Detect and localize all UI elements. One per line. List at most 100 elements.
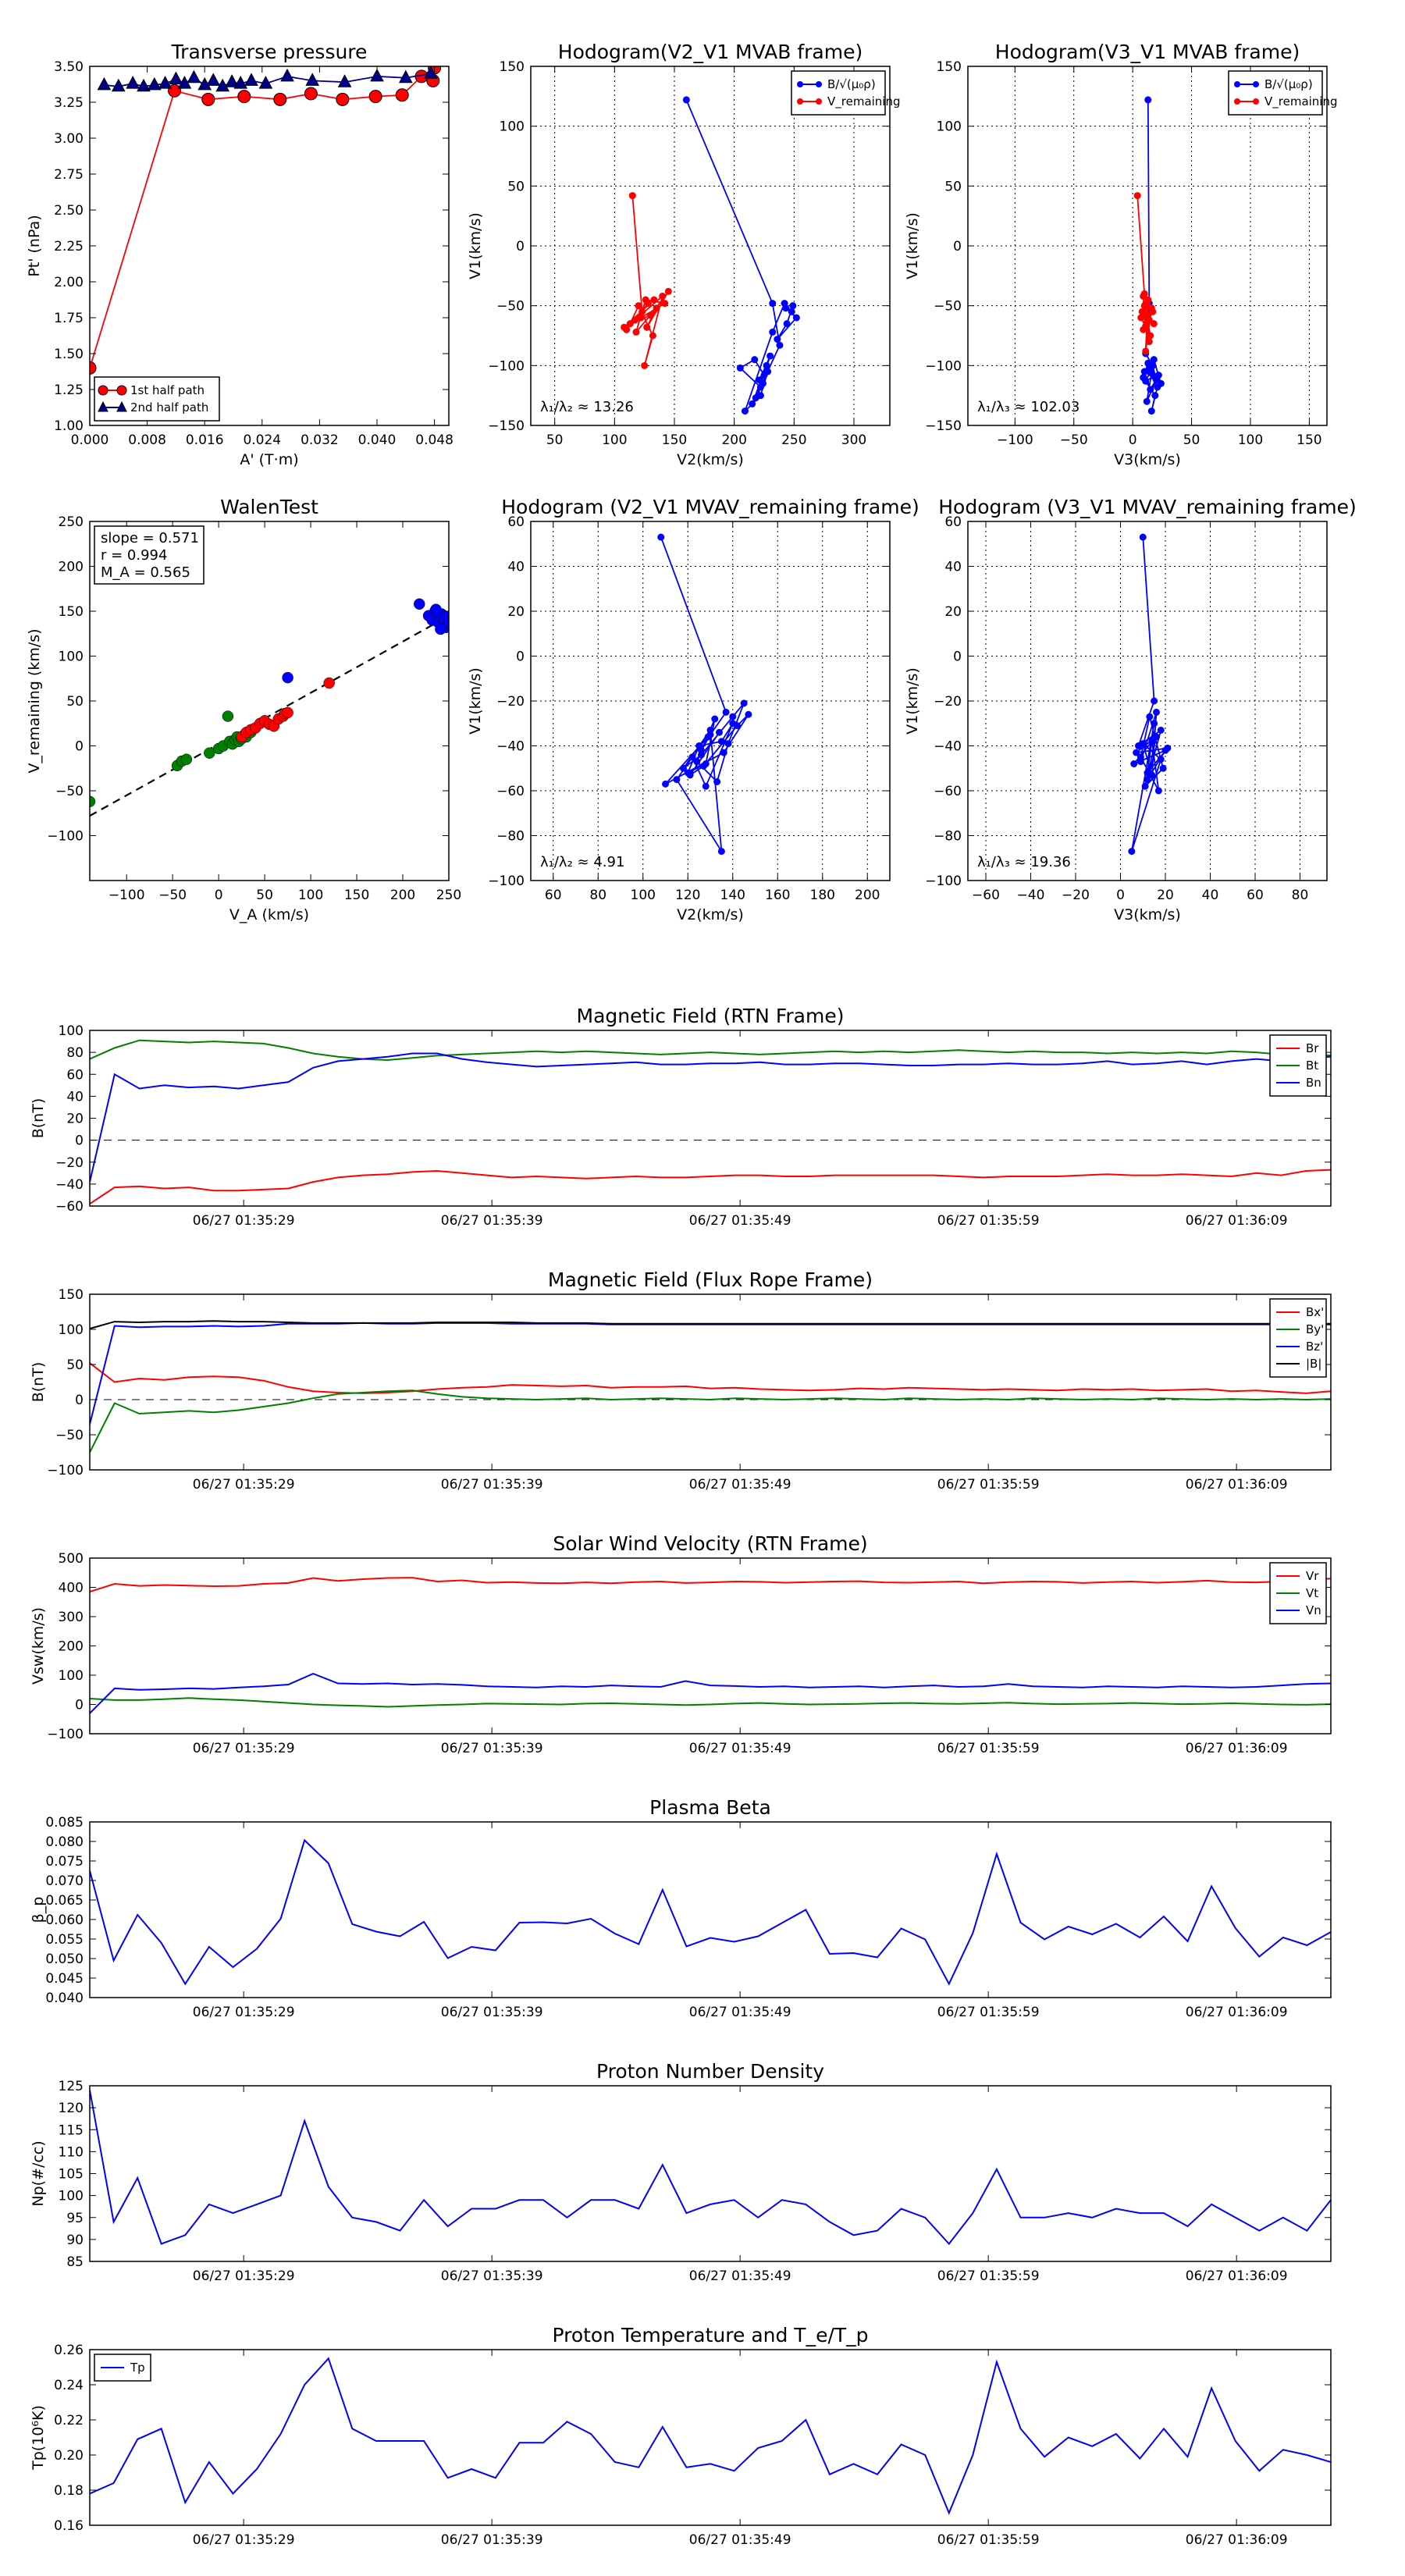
legend-label: V_remaining	[1264, 94, 1338, 109]
legend-box	[791, 70, 886, 116]
y-tick-label: 100	[59, 1322, 84, 1338]
x-tick-label: 06/27 01:35:39	[441, 2268, 543, 2284]
data-point	[740, 699, 748, 707]
y-axis-label: Pt' (nPa)	[26, 215, 43, 276]
plot-area	[90, 2357, 1331, 2515]
x-tick-label: 60	[1247, 888, 1264, 903]
data-point	[1149, 308, 1157, 315]
series-mag_fr-1	[90, 1389, 1331, 1453]
x-tick-label: −40	[1017, 888, 1045, 903]
x-tick-label: 300	[841, 432, 866, 448]
legend-marker	[816, 98, 822, 105]
data-point	[1144, 776, 1151, 784]
legend: Bx' By' Bz' |B|	[1269, 1298, 1327, 1378]
x-tick-label: 06/27 01:35:49	[689, 1741, 791, 1756]
chart-title: Hodogram (V2_V1 MVAV_remaining frame)	[501, 496, 919, 518]
y-tick-label: −20	[55, 1155, 84, 1171]
y-axis-label: Np(#/cc)	[30, 2140, 47, 2206]
series-line-2	[90, 1052, 1331, 1183]
data-point	[126, 76, 140, 89]
x-tick-label: 06/27 01:35:49	[689, 1213, 791, 1229]
data-point	[435, 623, 446, 635]
x-tick-label: 250	[436, 888, 461, 903]
x-tick-label: 06/27 01:36:09	[1186, 2005, 1288, 2020]
x-tick-label: 50	[1183, 432, 1200, 448]
series-vsw-0	[90, 1577, 1331, 1593]
data-point	[1140, 302, 1148, 310]
chart-title: Plasma Beta	[649, 1796, 771, 1819]
x-tick-label: 50	[256, 888, 273, 903]
series-pressure-0	[90, 66, 442, 375]
y-tick-label: 120	[59, 2101, 84, 2116]
data-point	[637, 314, 645, 322]
y-tick-label: 20	[944, 604, 962, 620]
data-point	[717, 848, 725, 856]
eigenvalue-ratio-label: λ₁/λ₃ ≈ 19.36	[977, 854, 1071, 870]
data-point	[1139, 740, 1147, 748]
data-point	[664, 287, 672, 295]
legend-label: 1st half path	[130, 383, 205, 397]
legend-marker	[1253, 98, 1259, 105]
axes-frame	[89, 2349, 1332, 2526]
chart-title: Magnetic Field (Flux Rope Frame)	[548, 1268, 873, 1291]
y-tick-label: 110	[59, 2144, 84, 2160]
y-tick-label: 50	[507, 179, 525, 194]
y-tick-label: 100	[59, 649, 84, 665]
plot-area	[90, 1577, 1331, 1714]
y-tick-label: 0	[953, 239, 962, 254]
series-vsw-2	[90, 1673, 1331, 1714]
y-tick-label: 150	[937, 59, 962, 75]
data-point	[1159, 764, 1167, 772]
x-tick-label: 100	[298, 888, 323, 903]
x-tick-label: 250	[781, 432, 806, 448]
y-tick-label: 400	[59, 1581, 84, 1596]
data-point	[1142, 377, 1150, 385]
y-tick-label: 2.25	[54, 239, 84, 254]
y-tick-label: 100	[59, 1668, 84, 1684]
y-tick-label: 40	[507, 560, 525, 575]
data-point	[225, 74, 239, 87]
data-point	[323, 677, 335, 689]
x-tick-label: 200	[855, 888, 880, 903]
data-point	[368, 90, 382, 104]
y-tick-label: 0.040	[45, 1991, 84, 2006]
data-point	[734, 722, 741, 730]
data-point	[1140, 292, 1147, 300]
data-point	[169, 71, 183, 85]
y-tick-label: −60	[934, 784, 962, 799]
y-tick-label: 60	[66, 1067, 84, 1083]
x-tick-label: 06/27 01:35:29	[193, 1741, 295, 1756]
data-point	[1148, 771, 1156, 779]
y-tick-label: −100	[47, 829, 84, 845]
data-point	[756, 392, 764, 400]
y-tick-label: −20	[934, 694, 962, 710]
y-axis-label: V1(km/s)	[904, 212, 921, 279]
x-tick-label: 40	[1202, 888, 1219, 903]
x-tick-label: 0.032	[301, 432, 339, 448]
y-tick-label: 20	[66, 1112, 84, 1127]
data-point	[769, 300, 777, 308]
x-tick-label: −100	[997, 432, 1033, 448]
legend-label: |B|	[1306, 1357, 1321, 1371]
y-tick-label: −60	[55, 1199, 84, 1215]
data-point	[1150, 372, 1158, 380]
y-axis-label: Vsw(km/s)	[30, 1607, 47, 1685]
series-hodo_v2v1_mvab-1	[621, 192, 672, 369]
data-point	[237, 90, 251, 104]
legend: Vr Vt Vn	[1269, 1562, 1327, 1624]
y-tick-label: 0.085	[45, 1815, 84, 1831]
legend: Tp	[94, 2354, 151, 2382]
x-tick-label: 150	[1297, 432, 1321, 448]
x-tick-label: 100	[602, 432, 627, 448]
y-tick-label: 60	[944, 514, 962, 530]
y-tick-label: 0.24	[54, 2378, 84, 2393]
data-point	[764, 368, 772, 375]
x-tick-label: 150	[344, 888, 369, 903]
x-axis-label: V_A (km/s)	[229, 906, 309, 923]
data-point	[215, 78, 230, 92]
legend-label: 2nd half path	[130, 400, 208, 415]
eigenvalue-ratio-label: λ₁/λ₃ ≈ 102.03	[977, 399, 1080, 415]
y-tick-label: −50	[55, 784, 84, 799]
data-point	[646, 311, 654, 319]
legend-box	[1228, 70, 1323, 116]
